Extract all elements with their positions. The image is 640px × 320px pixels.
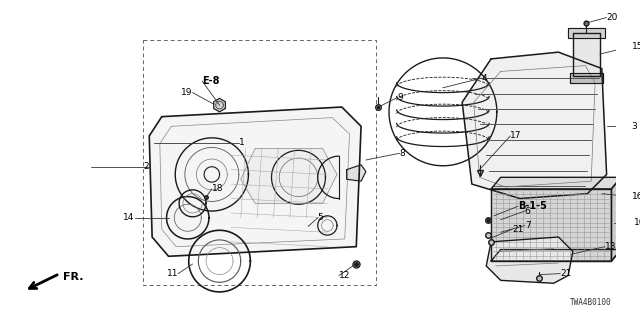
Text: 16: 16 — [632, 192, 640, 201]
Polygon shape — [347, 165, 366, 181]
Text: 13: 13 — [605, 242, 616, 251]
Polygon shape — [611, 177, 621, 261]
Text: 7: 7 — [525, 221, 531, 230]
Polygon shape — [491, 177, 621, 189]
Polygon shape — [573, 33, 600, 76]
Text: TWA4B0100: TWA4B0100 — [570, 298, 611, 307]
Polygon shape — [491, 250, 621, 261]
Text: 20: 20 — [607, 13, 618, 22]
Text: 21: 21 — [561, 269, 572, 278]
Text: 5: 5 — [317, 213, 323, 222]
Polygon shape — [241, 148, 337, 203]
Text: 4: 4 — [481, 74, 487, 83]
Text: 8: 8 — [399, 149, 405, 158]
Text: 11: 11 — [166, 269, 178, 278]
Polygon shape — [570, 73, 603, 83]
Text: 17: 17 — [510, 132, 522, 140]
Text: B-1-5: B-1-5 — [518, 201, 547, 211]
Text: 14: 14 — [124, 213, 135, 222]
Text: 3: 3 — [632, 122, 637, 131]
Text: FR.: FR. — [63, 272, 83, 283]
Polygon shape — [462, 52, 607, 198]
Text: 10: 10 — [634, 218, 640, 227]
Text: 21: 21 — [512, 225, 524, 234]
Polygon shape — [214, 98, 225, 112]
Text: 19: 19 — [181, 88, 193, 97]
Polygon shape — [568, 28, 605, 38]
Text: E-8: E-8 — [202, 76, 220, 86]
Text: 18: 18 — [212, 184, 223, 193]
Text: 9: 9 — [397, 93, 403, 102]
Polygon shape — [486, 237, 573, 283]
Text: 15: 15 — [632, 42, 640, 51]
Text: 1: 1 — [239, 138, 244, 147]
Polygon shape — [149, 107, 361, 256]
Text: 12: 12 — [339, 271, 350, 280]
Polygon shape — [491, 189, 611, 261]
Text: 6: 6 — [525, 206, 531, 216]
Text: 2: 2 — [143, 162, 149, 171]
